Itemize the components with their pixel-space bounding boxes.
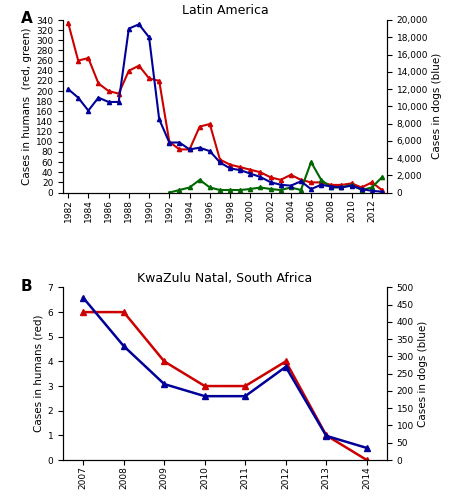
Text: B: B [21,279,32,294]
Text: A: A [21,12,33,26]
Y-axis label: Cases in dogs (blue): Cases in dogs (blue) [418,320,428,427]
Title: KwaZulu Natal, South Africa: KwaZulu Natal, South Africa [137,272,313,285]
Y-axis label: Cases in dogs (blue): Cases in dogs (blue) [432,53,442,160]
Title: Latin America: Latin America [182,4,268,18]
Y-axis label: Cases in humans (red): Cases in humans (red) [33,315,43,432]
Y-axis label: Cases in humans  (red, green): Cases in humans (red, green) [22,28,32,185]
